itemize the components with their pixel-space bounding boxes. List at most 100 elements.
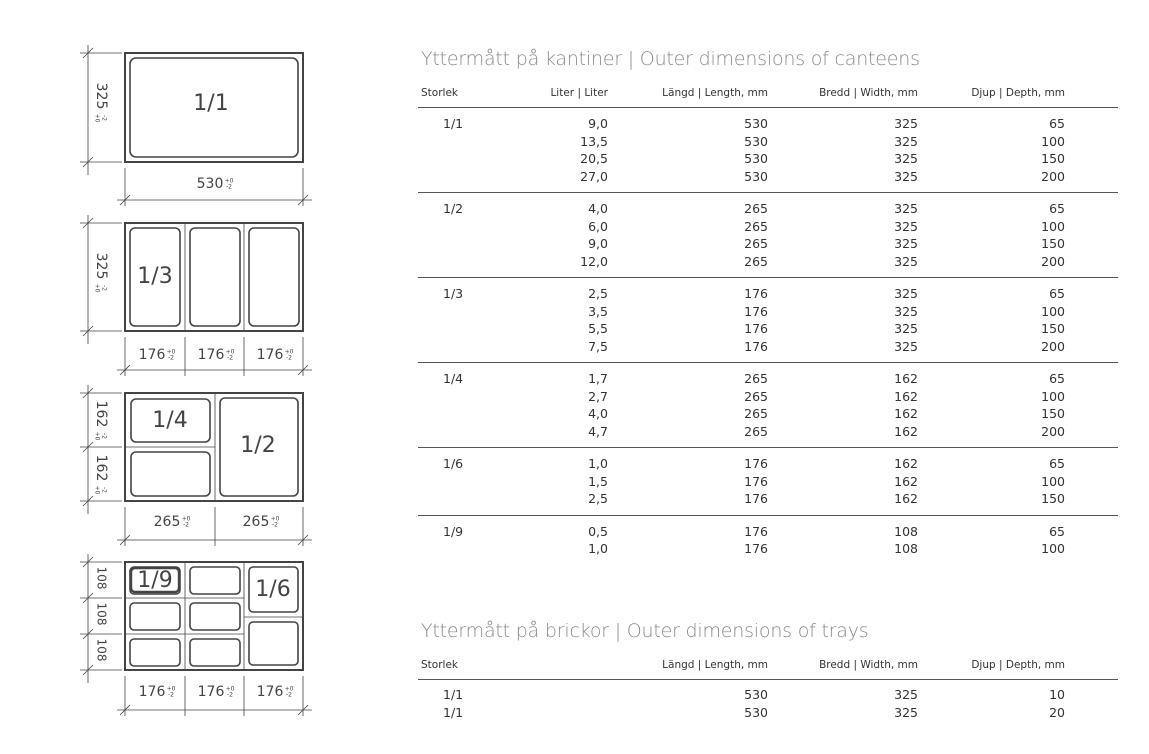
liter-cell: 2,7 [588,388,608,404]
depth-cell: 65 [1049,201,1065,216]
length-cell: 176 [744,286,768,301]
liter-cell: 5,5 [588,321,608,336]
pan-1-9 [129,638,181,667]
liter-cell: 2,5 [588,491,608,506]
dimension-value-group: 325 [93,253,109,280]
size-label-1-1: 1/1 [193,91,228,116]
tolerance-plus: +0 [94,486,101,495]
length-cell: 265 [744,406,768,421]
pan-1-3 [248,227,300,327]
length-cell: 265 [744,201,768,216]
dimension-value-group: 162 [93,401,109,428]
tolerance-minus: -2 [286,355,292,362]
column-header: Längd | Length, mm [662,87,768,99]
length-cell: 176 [744,491,768,506]
trays-table: Storlek Längd | Length, mm Bredd | Width, … [418,659,1118,728]
length-cell: 530 [744,116,768,131]
tolerance-plus-group: +0 [94,432,101,441]
table-row: 1/6 1,0 176 162 65 [418,455,1118,473]
width-cell: 325 [894,321,918,336]
depth-cell: 100 [1041,541,1065,556]
dimension-tick [297,364,309,376]
pan-frame [124,561,304,671]
length-cell: 265 [744,236,768,251]
size-cell: 1/9 [443,523,464,539]
depth-cell: 100 [1041,133,1065,149]
length-cell: 176 [744,321,768,336]
length-cell: 530 [744,687,768,702]
size-label-1-2: 1/2 [240,433,275,458]
size-cell: 1/6 [443,456,464,471]
dimension-value: 176 [139,347,166,363]
tolerance-plus-group: +0 [94,114,101,123]
pan-1-9-highlight [129,566,181,594]
width-cell: 325 [894,133,918,149]
size-group: 1/3 2,5 176 325 65 3,5 176 325 100 5,5 176 325 150 7,… [418,278,1118,363]
dimension-tick [119,194,131,206]
tolerance-plus: +0 [226,686,235,693]
size-label-1-4: 1/4 [152,408,187,433]
depth-cell: 150 [1041,406,1065,421]
length-cell: 530 [744,704,768,720]
pan-1-6 [248,621,299,666]
pan-1-9 [189,602,241,631]
size-cell: 1/4 [443,371,464,386]
depth-cell: 200 [1041,423,1065,439]
depth-cell: 100 [1041,388,1065,404]
column-header: Storlek [421,87,458,99]
size-label-1-6: 1/6 [255,577,290,602]
liter-cell: 3,5 [588,303,608,319]
length-cell: 265 [744,218,768,234]
size-cell: 1/3 [443,286,464,301]
width-cell: 325 [894,704,918,720]
size-cell: 1/1 [443,116,464,131]
width-cell: 325 [894,151,918,166]
table-row: 1/9 0,5 176 108 65 [418,523,1118,541]
dimension-value: 325 [93,83,109,110]
size-group: 1/2 4,0 265 325 65 6,0 265 325 100 9,0 265 325 150 12… [418,193,1118,278]
size-group: 1/9 0,5 176 108 65 1,0 176 108 100 [418,516,1118,565]
length-cell: 265 [744,423,768,439]
dimension-tick [82,628,94,640]
tolerance-plus: +0 [226,349,235,356]
dimension-value: 108 [95,567,109,590]
pan-1-4 [130,398,211,443]
width-cell: 162 [894,388,918,404]
column-header: Bredd | Width, mm [819,659,918,671]
liter-cell: 9,0 [588,116,608,131]
depth-cell: 150 [1041,151,1065,166]
liter-cell: 1,7 [588,371,608,386]
column-header: Djup | Depth, mm [971,659,1065,671]
dimension-tick [82,217,94,229]
tolerance-plus: +0 [94,114,101,123]
width-cell: 325 [894,201,918,216]
size-cell: 1/1 [443,704,464,720]
liter-cell: 27,0 [580,168,608,184]
tolerance-plus: +0 [94,284,101,293]
depth-cell: 150 [1041,491,1065,506]
liter-cell: 2,5 [588,286,608,301]
width-cell: 325 [894,218,918,234]
table-header: Storlek Liter | Liter Längd | Length, mm Br… [418,87,1118,108]
width-cell: 108 [894,541,918,556]
tolerance-plus: +0 [167,349,176,356]
tolerance-minus: -2 [168,355,174,362]
tolerance-minus: -2 [286,692,292,699]
liter-cell: 7,5 [588,338,608,354]
table-row: 7,5 176 325 200 [418,338,1118,356]
liter-cell: 9,0 [588,236,608,251]
liter-cell: 4,7 [588,423,608,439]
length-cell: 176 [744,303,768,319]
depth-cell: 200 [1041,338,1065,354]
canteens-table: Storlek Liter | Liter Längd | Length, mm Br… [418,87,1118,565]
pan-1-1 [129,57,299,158]
dimension-tick [82,495,94,507]
size-group: 1/6 1,0 176 162 65 1,5 176 162 100 2,5 176 162 150 [418,448,1118,516]
dimension-value: 162 [93,455,109,482]
dimension-value: 176 [139,684,166,700]
size-label-1-9: 1/9 [137,568,172,593]
depth-cell: 100 [1041,303,1065,319]
dimension-tick [82,156,94,168]
table-row: 9,0 265 325 150 [418,235,1118,253]
